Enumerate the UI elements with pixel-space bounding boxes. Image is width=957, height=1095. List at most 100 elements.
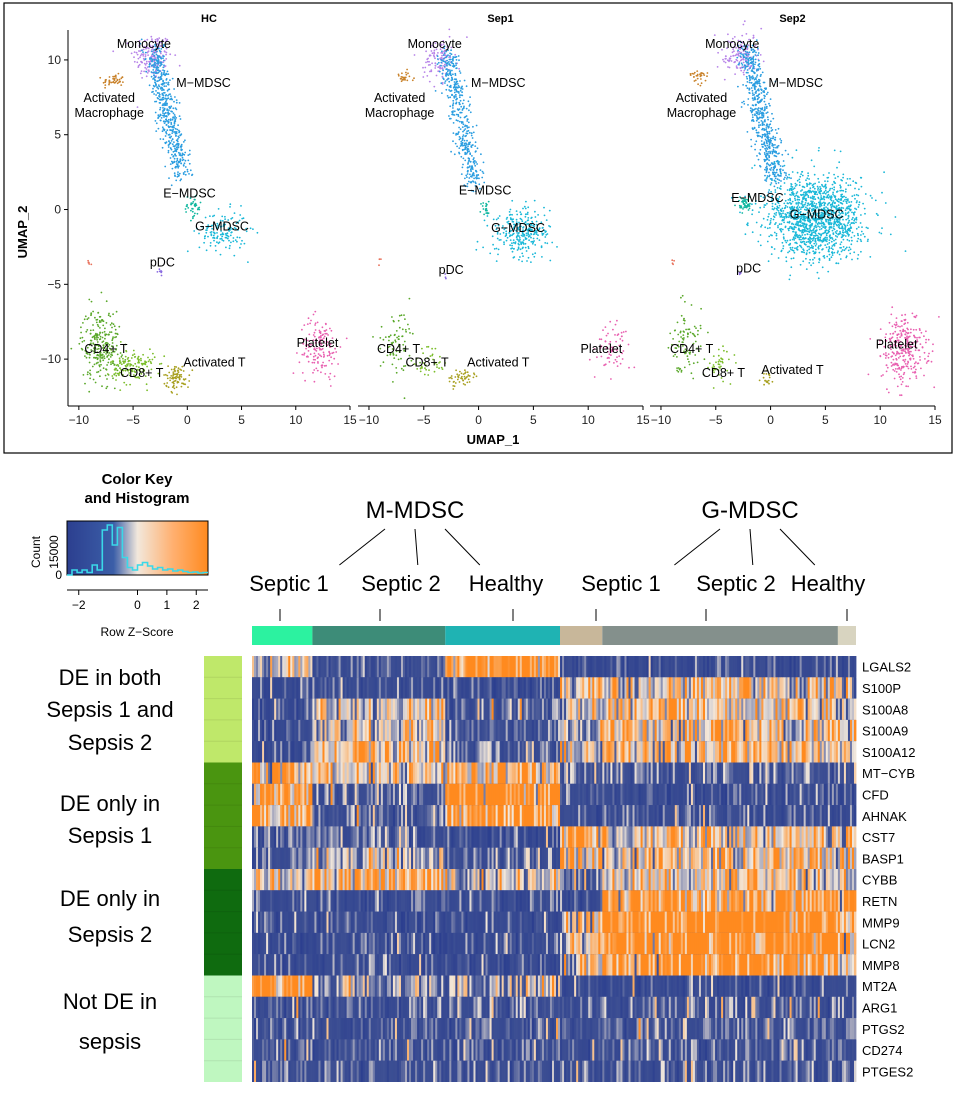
umap-point bbox=[460, 105, 463, 108]
umap-point bbox=[754, 77, 757, 79]
umap-point bbox=[485, 202, 487, 205]
umap-point bbox=[746, 81, 749, 83]
umap-point bbox=[770, 129, 773, 132]
umap-point bbox=[536, 237, 539, 240]
umap-point bbox=[169, 377, 172, 379]
umap-point bbox=[457, 119, 459, 122]
umap-point bbox=[166, 377, 169, 380]
umap-point bbox=[855, 193, 858, 196]
umap-point bbox=[137, 357, 139, 359]
umap-point bbox=[105, 387, 108, 390]
umap-point bbox=[467, 180, 470, 183]
umap-point bbox=[155, 122, 158, 125]
umap-point bbox=[427, 57, 429, 60]
umap-point bbox=[112, 362, 115, 365]
umap-point bbox=[465, 107, 468, 110]
umap-point bbox=[161, 83, 164, 86]
umap-point bbox=[426, 75, 429, 77]
umap-point bbox=[799, 263, 802, 266]
umap-point bbox=[749, 56, 752, 59]
umap-point bbox=[169, 163, 172, 166]
umap-point bbox=[847, 184, 850, 187]
umap-point bbox=[842, 195, 844, 198]
umap-point bbox=[97, 312, 99, 314]
umap-frame bbox=[3, 2, 953, 454]
umap-point bbox=[765, 127, 768, 129]
umap-point bbox=[783, 215, 785, 218]
umap-point bbox=[100, 319, 103, 321]
umap-point bbox=[153, 71, 156, 73]
umap-point bbox=[427, 345, 430, 348]
umap-cluster-e-mdsc bbox=[479, 200, 490, 216]
umap-point bbox=[817, 277, 820, 280]
umap-point bbox=[766, 148, 769, 150]
umap-point bbox=[159, 65, 162, 67]
umap-point bbox=[767, 153, 769, 155]
umap-point bbox=[742, 61, 745, 64]
umap-point bbox=[791, 246, 794, 249]
umap-point bbox=[783, 182, 786, 184]
umap-point bbox=[789, 242, 792, 245]
umap-point bbox=[457, 55, 460, 57]
umap-point bbox=[118, 78, 121, 81]
umap-point bbox=[787, 251, 789, 254]
umap-point bbox=[109, 356, 112, 358]
umap-point bbox=[760, 112, 762, 115]
umap-point bbox=[170, 123, 173, 125]
umap-point bbox=[152, 41, 155, 43]
umap-point bbox=[519, 238, 521, 241]
umap-point bbox=[521, 252, 524, 255]
umap-point bbox=[759, 148, 762, 151]
umap-point bbox=[534, 252, 537, 255]
umap-point bbox=[448, 61, 450, 63]
umap-point bbox=[851, 231, 854, 234]
umap-point bbox=[143, 45, 146, 48]
umap-point bbox=[176, 128, 179, 131]
umap-point bbox=[169, 79, 171, 81]
umap-point bbox=[449, 58, 452, 61]
umap-point bbox=[751, 57, 754, 60]
umap-point bbox=[772, 137, 774, 140]
umap-point bbox=[99, 359, 102, 361]
umap-point bbox=[761, 117, 764, 119]
umap-point bbox=[102, 81, 105, 84]
umap-point bbox=[854, 197, 856, 200]
umap-point bbox=[818, 192, 821, 195]
umap-point bbox=[309, 353, 312, 356]
umap-point bbox=[186, 250, 189, 253]
umap-point bbox=[766, 175, 769, 177]
umap-point bbox=[469, 160, 472, 163]
umap-point bbox=[106, 356, 108, 358]
umap-point bbox=[96, 338, 98, 341]
umap-point bbox=[157, 84, 160, 86]
umap-point bbox=[160, 41, 162, 44]
umap-point bbox=[800, 246, 803, 249]
umap-point bbox=[433, 85, 436, 88]
umap-cluster-m-mdsc bbox=[139, 38, 194, 187]
umap-point bbox=[173, 141, 175, 144]
umap-point bbox=[91, 336, 94, 339]
umap-point bbox=[850, 222, 853, 225]
umap-point bbox=[137, 65, 140, 67]
umap-point bbox=[154, 120, 157, 122]
umap-point bbox=[173, 126, 175, 129]
umap-point bbox=[801, 201, 804, 203]
umap-point bbox=[839, 184, 841, 187]
umap-point bbox=[546, 242, 549, 245]
umap-point bbox=[193, 214, 196, 217]
umap-point bbox=[838, 224, 841, 227]
umap-point bbox=[841, 193, 843, 196]
umap-point bbox=[851, 195, 854, 198]
umap-point bbox=[458, 151, 460, 154]
umap-point bbox=[757, 52, 760, 54]
umap-point bbox=[112, 313, 114, 316]
umap-point bbox=[140, 70, 143, 72]
umap-point bbox=[313, 361, 316, 364]
umap-point bbox=[89, 369, 91, 372]
umap-point bbox=[855, 227, 858, 230]
umap-point bbox=[851, 258, 853, 261]
umap-point bbox=[459, 89, 462, 92]
umap-point bbox=[530, 217, 533, 220]
umap-cluster-label-line: Macrophage bbox=[74, 106, 144, 120]
umap-point bbox=[828, 246, 831, 248]
